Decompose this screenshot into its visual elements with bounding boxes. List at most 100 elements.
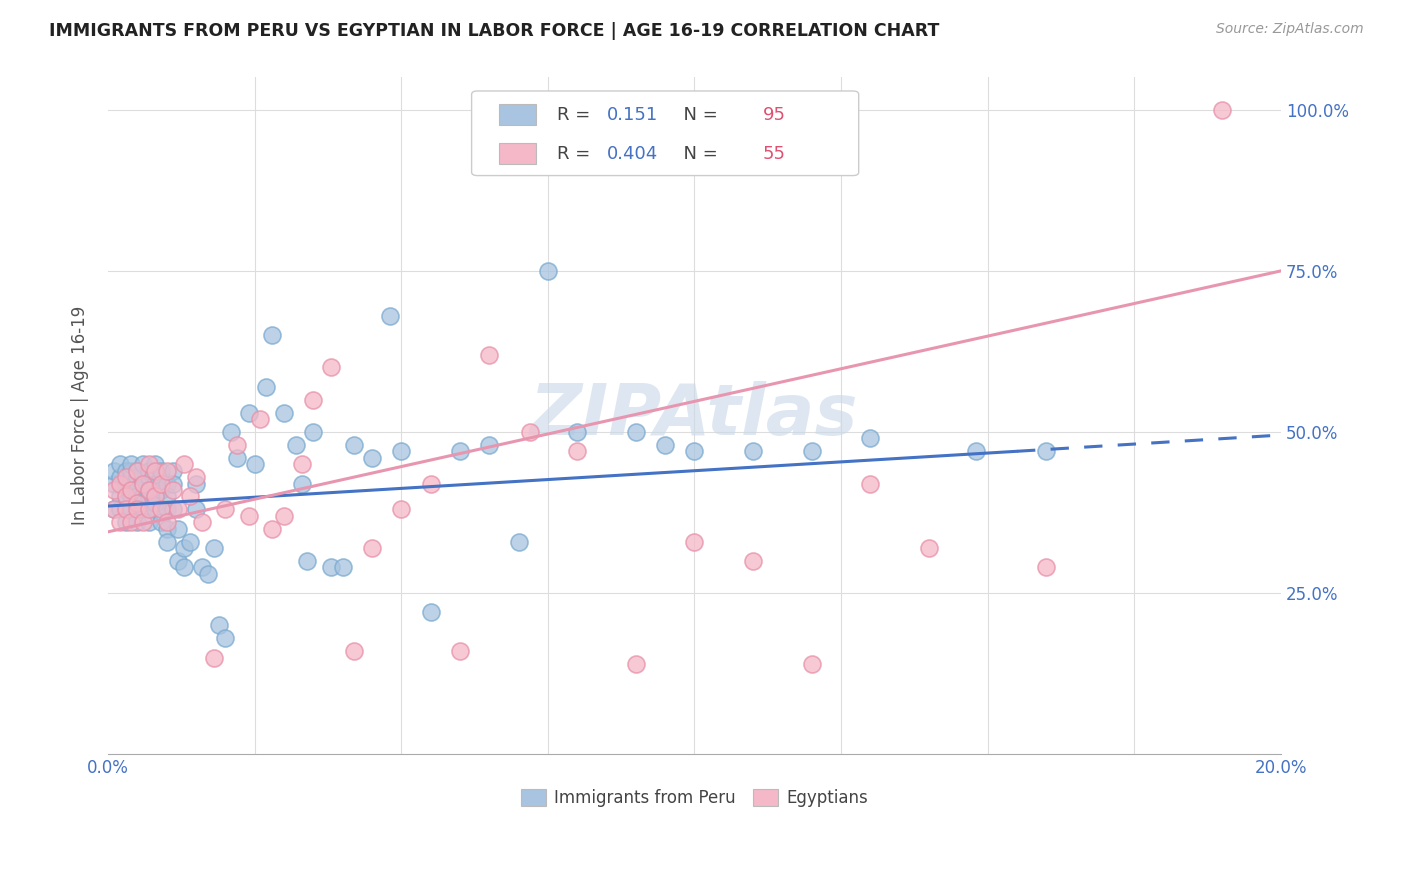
Point [127, 502, 149, 516]
Point [508, 534, 530, 549]
Point [332, 560, 354, 574]
Text: R =: R = [557, 105, 596, 124]
Point [143, 496, 166, 510]
Text: IMMIGRANTS FROM PERU VS EGYPTIAN IN LABOR FORCE | AGE 16-19 CORRELATION CHART: IMMIGRANTS FROM PERU VS EGYPTIAN IN LABO… [49, 22, 939, 40]
Point [262, 522, 284, 536]
Point [202, 650, 225, 665]
Point [478, 438, 501, 452]
Point [419, 606, 441, 620]
Point [191, 515, 214, 529]
Point [149, 464, 172, 478]
Point [208, 618, 231, 632]
Point [238, 406, 260, 420]
Point [742, 554, 765, 568]
Point [219, 425, 242, 439]
Text: 95: 95 [762, 105, 786, 124]
Text: Source: ZipAtlas.com: Source: ZipAtlas.com [1216, 22, 1364, 37]
Point [319, 360, 342, 375]
Point [859, 431, 882, 445]
Point [273, 406, 295, 420]
Point [108, 502, 131, 516]
Point [162, 476, 184, 491]
Point [127, 464, 149, 478]
Point [1035, 560, 1057, 574]
Point [138, 515, 160, 529]
Point [120, 470, 142, 484]
Point [120, 464, 142, 478]
Point [918, 541, 941, 555]
Point [537, 264, 560, 278]
Point [273, 508, 295, 523]
Point [162, 483, 184, 497]
Point [143, 502, 166, 516]
Point [156, 489, 179, 503]
Point [167, 554, 190, 568]
Point [114, 515, 136, 529]
Point [143, 489, 166, 503]
Point [149, 483, 172, 497]
Point [567, 444, 589, 458]
Point [127, 489, 149, 503]
Text: R =: R = [557, 145, 596, 162]
Point [108, 457, 131, 471]
Point [138, 483, 160, 497]
Point [419, 476, 441, 491]
Point [132, 496, 155, 510]
Point [114, 476, 136, 491]
Point [114, 470, 136, 484]
Point [143, 457, 166, 471]
Point [108, 489, 131, 503]
Point [138, 489, 160, 503]
Point [1035, 444, 1057, 458]
Point [302, 392, 325, 407]
Point [120, 457, 142, 471]
Y-axis label: In Labor Force | Age 16-19: In Labor Force | Age 16-19 [72, 306, 89, 525]
Point [173, 457, 195, 471]
Point [132, 476, 155, 491]
Point [138, 464, 160, 478]
Point [179, 534, 201, 549]
Point [214, 502, 236, 516]
Point [654, 438, 676, 452]
Point [132, 476, 155, 491]
Point [1211, 103, 1233, 117]
Point [132, 515, 155, 529]
Point [120, 502, 142, 516]
Point [120, 483, 142, 497]
Point [114, 489, 136, 503]
Point [114, 502, 136, 516]
Point [127, 470, 149, 484]
Point [389, 444, 412, 458]
Point [156, 502, 179, 516]
Point [197, 566, 219, 581]
Text: 0.151: 0.151 [606, 105, 658, 124]
Point [449, 444, 471, 458]
Point [149, 515, 172, 529]
Point [127, 464, 149, 478]
Point [132, 489, 155, 503]
Point [108, 515, 131, 529]
Point [173, 560, 195, 574]
Point [149, 476, 172, 491]
Point [226, 438, 249, 452]
Point [624, 425, 647, 439]
Text: ZIPAtlas: ZIPAtlas [530, 381, 859, 450]
Bar [499, 143, 536, 164]
Point [243, 457, 266, 471]
Point [290, 457, 312, 471]
Point [132, 502, 155, 516]
Point [143, 476, 166, 491]
Point [103, 476, 125, 491]
Point [184, 476, 207, 491]
Point [214, 631, 236, 645]
Point [108, 470, 131, 484]
Point [238, 508, 260, 523]
Point [297, 554, 319, 568]
Point [167, 502, 190, 516]
Point [127, 515, 149, 529]
Point [742, 444, 765, 458]
Point [103, 502, 125, 516]
Point [138, 483, 160, 497]
Point [120, 483, 142, 497]
Point [965, 444, 987, 458]
